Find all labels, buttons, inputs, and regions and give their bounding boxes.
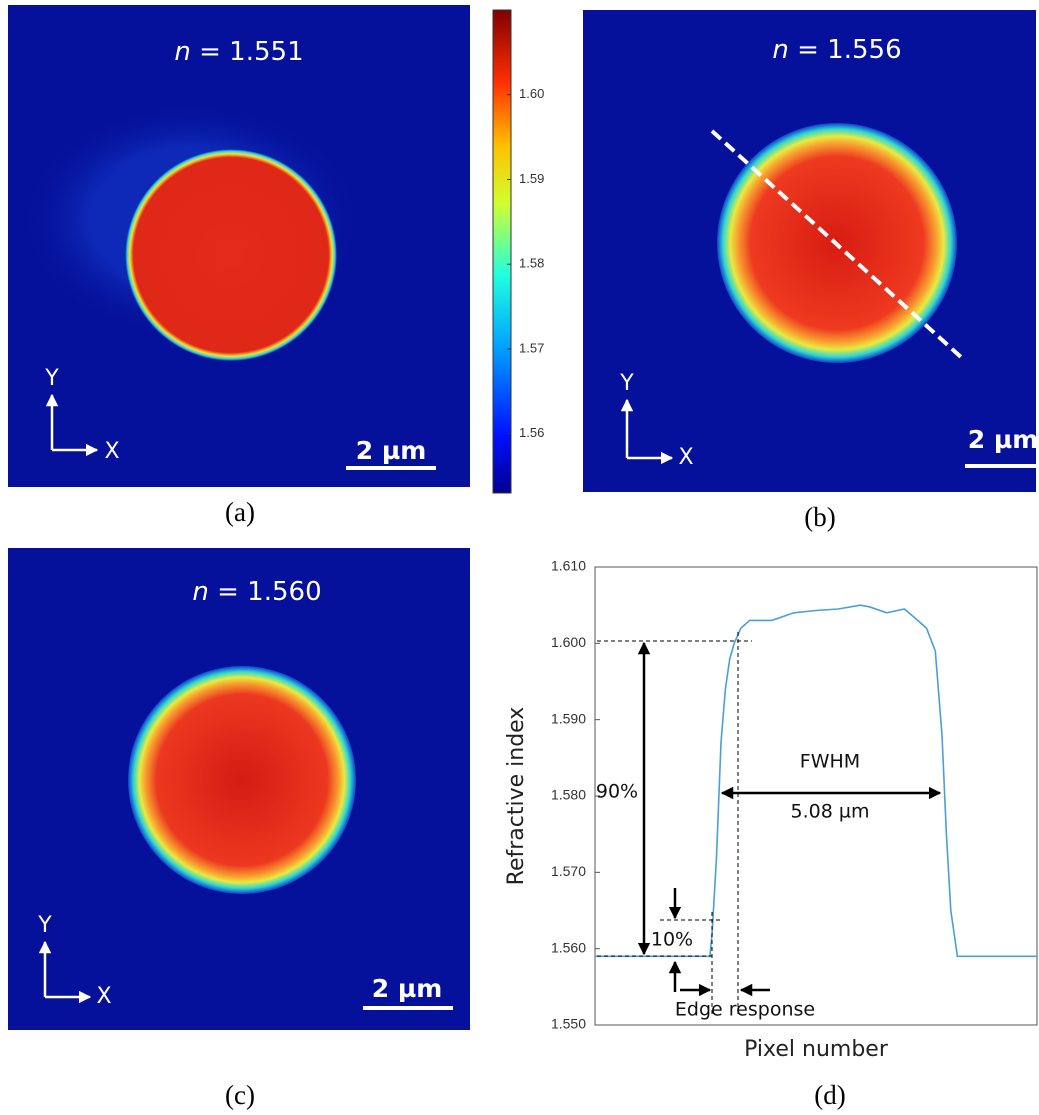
annotation: FWHM <box>800 751 860 773</box>
y-tick-label: 1.600 <box>551 634 586 650</box>
panel-title: n = 1.551 <box>174 37 303 67</box>
y-tick-label: 1.590 <box>551 710 586 726</box>
colorbar <box>492 9 512 494</box>
y-tick-label: 1.580 <box>551 787 586 803</box>
bead <box>128 666 356 894</box>
scale-bar-label: 2 µm <box>968 425 1039 454</box>
axis-x-letter: X <box>96 984 111 1009</box>
y-tick-label: 1.610 <box>551 558 586 574</box>
colorbar-tick-label: 1.56 <box>519 425 544 440</box>
title-value: = 1.556 <box>789 35 902 65</box>
caption: (b) <box>804 502 835 532</box>
title-symbol: n <box>174 37 190 67</box>
scale-bar-label: 2 µm <box>372 974 443 1003</box>
axis-x-letter: X <box>678 445 693 470</box>
title-symbol: n <box>772 35 788 65</box>
annotation: 90% <box>596 781 638 803</box>
y-tick-label: 1.570 <box>551 863 586 879</box>
bead <box>125 149 337 361</box>
axis-x-letter: X <box>104 439 119 464</box>
caption: (d) <box>814 1080 845 1110</box>
axis-y-letter: Y <box>44 366 59 391</box>
panel-title: n = 1.560 <box>192 577 321 607</box>
title-symbol: n <box>192 577 208 607</box>
y-tick-label: 1.550 <box>551 1016 586 1032</box>
colorbar-tick-label: 1.57 <box>519 340 544 355</box>
profile-curve <box>595 604 1037 958</box>
title-value: = 1.560 <box>209 577 322 607</box>
colorbar-tick-label: 1.60 <box>519 86 544 101</box>
colorbar-tick-label: 1.59 <box>519 171 544 186</box>
annotation: 10% <box>651 929 693 951</box>
profile-line <box>710 129 964 360</box>
annotation: 5.08 µm <box>791 801 870 823</box>
colorbar-tick-label: 1.58 <box>519 256 544 271</box>
annotation: Edge response <box>675 999 815 1021</box>
x-axis-label: Pixel number <box>744 1037 889 1062</box>
y-axis-label: Refractive index <box>504 707 529 886</box>
title-value: = 1.551 <box>191 37 304 67</box>
panel-title: n = 1.556 <box>772 35 901 65</box>
y-tick-label: 1.560 <box>551 939 586 955</box>
content: n = 1.551 2 µm Y X (a) n = 1.556 2 µm Y X (b) n = … <box>8 5 1038 1110</box>
scale-bar-label: 2 µm <box>356 436 427 465</box>
axis-y-letter: Y <box>619 371 634 396</box>
caption: (c) <box>225 1080 255 1110</box>
caption: (a) <box>225 497 255 527</box>
axis-y-letter: Y <box>37 913 52 938</box>
